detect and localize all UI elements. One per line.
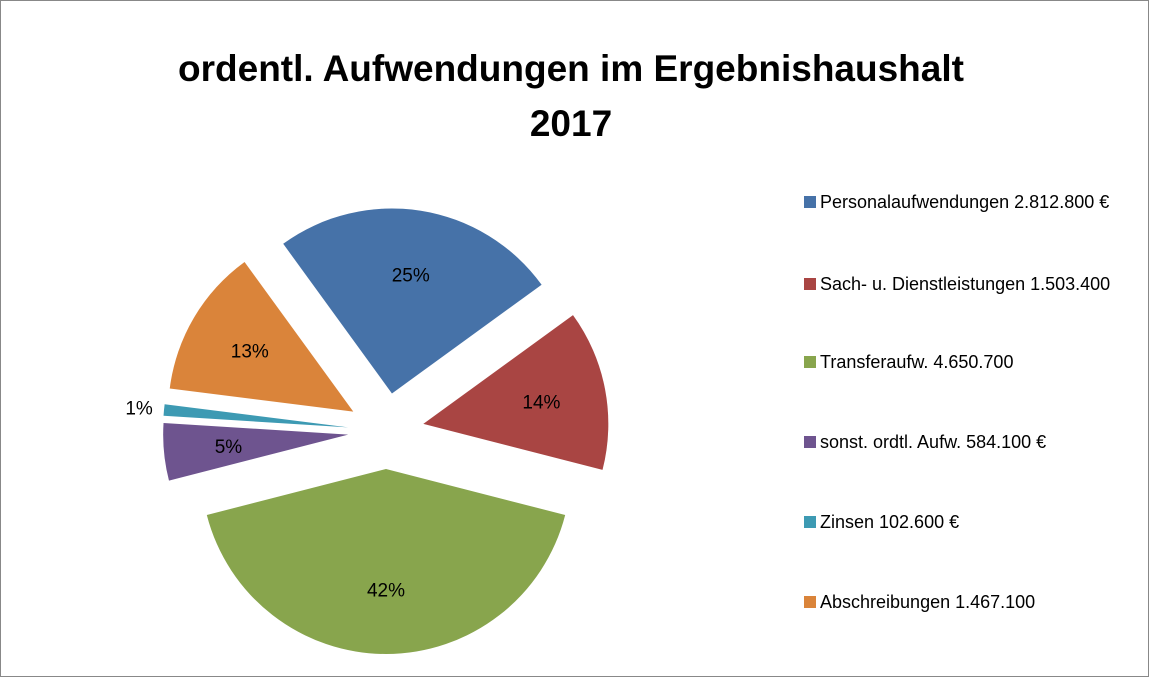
legend-item: Zinsen 102.600 € <box>804 507 959 537</box>
legend-swatch <box>804 196 816 208</box>
legend-swatch <box>804 278 816 290</box>
pie-slice <box>163 404 349 428</box>
data-label: 14% <box>522 392 560 413</box>
legend-item: sonst. ordtl. Aufw. 584.100 € <box>804 427 1046 457</box>
legend-swatch <box>804 356 816 368</box>
legend-swatch <box>804 516 816 528</box>
legend-item: Sach- u. Dienstleistungen 1.503.400 <box>804 269 1110 299</box>
legend-item: Abschreibungen 1.467.100 <box>804 587 1035 617</box>
data-label: 1% <box>125 399 153 420</box>
pie-slice <box>206 469 566 654</box>
legend-label: Abschreibungen 1.467.100 <box>820 592 1036 612</box>
legend-item: Personalaufwendungen 2.812.800 € <box>804 187 1109 217</box>
legend-item: Transferaufw. 4.650.700 <box>804 347 1013 377</box>
legend-label: sonst. ordtl. Aufw. 584.100 € <box>820 432 1047 452</box>
chart-title: 2017 <box>530 103 612 144</box>
legend-swatch <box>804 596 816 608</box>
pie-slice <box>423 315 609 470</box>
legend-label: Transferaufw. 4.650.700 <box>820 352 1014 372</box>
pie-slice <box>283 208 542 394</box>
data-label: 25% <box>392 266 430 287</box>
pie-slice <box>169 261 354 412</box>
chart-title: ordentl. Aufwendungen im Ergebnishaushal… <box>178 48 964 89</box>
data-label: 13% <box>231 341 269 362</box>
legend-label: Personalaufwendungen 2.812.800 € <box>820 192 1110 212</box>
legend-label: Zinsen 102.600 € <box>820 512 960 532</box>
pie-slice <box>163 422 349 481</box>
legend-swatch <box>804 436 816 448</box>
data-label: 5% <box>215 437 243 458</box>
legend-label: Sach- u. Dienstleistungen 1.503.400 <box>820 274 1111 294</box>
data-label: 42% <box>367 580 405 601</box>
